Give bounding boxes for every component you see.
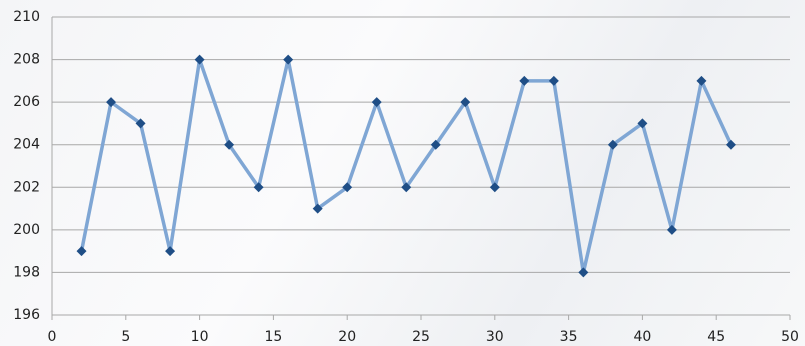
marker [637,118,648,129]
x-tick-label: 45 [707,329,725,345]
marker [489,182,500,193]
y-tick-label: 200 [13,222,40,238]
x-tick-label: 25 [412,329,430,345]
marker [224,139,235,150]
marker [578,267,589,278]
marker [401,182,412,193]
x-tick-label: 50 [781,329,799,345]
marker [519,75,530,86]
y-tick-label: 208 [13,52,40,68]
y-tick-label: 196 [13,307,40,323]
marker [76,246,87,257]
marker [283,54,294,65]
x-tick-label: 20 [338,329,356,345]
marker [696,75,707,86]
marker [607,139,618,150]
marker [342,182,353,193]
marker [430,139,441,150]
marker [165,246,176,257]
x-tick-label: 30 [486,329,504,345]
y-tick-label: 204 [13,137,40,153]
marker [106,97,117,108]
data-line [79,57,733,275]
x-tick-label: 10 [191,329,209,345]
x-tick-label: 40 [633,329,651,345]
marker [135,118,146,129]
y-tick-label: 210 [13,9,40,25]
marker [253,182,264,193]
marker [371,97,382,108]
marker [548,75,559,86]
y-tick-label: 198 [13,264,40,280]
x-tick-label: 0 [48,329,57,345]
marker [725,139,736,150]
x-tick-label: 35 [560,329,578,345]
x-tick-label: 15 [264,329,282,345]
marker [312,203,323,214]
marker [194,54,205,65]
y-tick-label: 206 [13,94,40,110]
x-tick-label: 5 [121,329,130,345]
marker [666,224,677,235]
y-tick-label: 202 [13,179,40,195]
marker [460,97,471,108]
